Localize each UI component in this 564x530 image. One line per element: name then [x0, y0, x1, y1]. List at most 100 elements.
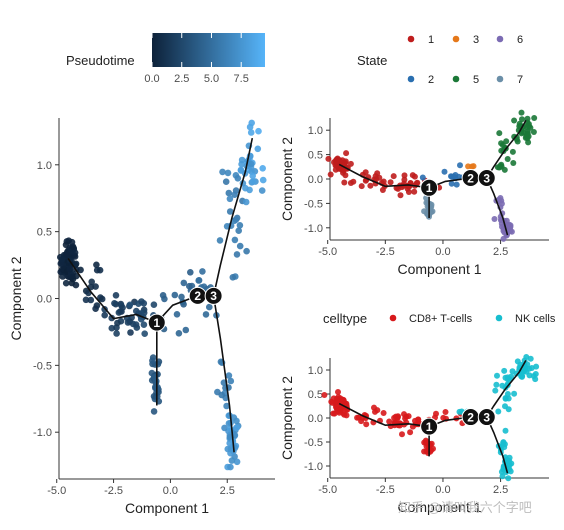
data-point	[341, 411, 348, 418]
data-point	[374, 170, 381, 177]
data-point	[503, 217, 510, 224]
data-point	[516, 120, 523, 127]
data-point	[412, 417, 418, 424]
data-point	[68, 238, 76, 246]
data-point	[249, 172, 256, 180]
data-point	[456, 408, 463, 415]
data-point	[505, 395, 512, 402]
scatter-points	[57, 119, 267, 471]
data-point	[513, 134, 520, 141]
data-point	[233, 458, 241, 466]
data-point	[505, 475, 512, 482]
data-point	[498, 197, 505, 204]
data-point	[498, 140, 505, 147]
data-point	[507, 228, 514, 234]
data-point	[413, 180, 420, 187]
data-point	[502, 144, 508, 151]
branch-node	[204, 286, 223, 305]
data-point	[491, 216, 498, 222]
data-point	[126, 301, 134, 309]
y-tick-label: -0.5	[304, 437, 323, 449]
data-point	[343, 150, 350, 157]
y-axis-title: Component 2	[279, 376, 295, 460]
data-point	[225, 372, 233, 379]
data-point	[358, 183, 365, 190]
data-point	[171, 291, 179, 299]
data-point	[380, 410, 387, 416]
data-point	[501, 367, 508, 374]
data-point	[63, 251, 71, 258]
data-point	[421, 448, 428, 455]
data-point	[206, 303, 213, 311]
data-point	[321, 392, 328, 398]
y-tick-label: -1.0	[33, 427, 52, 439]
x-axis-title: Component 1	[397, 499, 481, 515]
celltype-legend-label: CD8+ T-cells	[409, 313, 473, 325]
x-axis-title: Component 1	[125, 500, 209, 516]
data-point	[374, 407, 381, 414]
state-legend-label: 1	[428, 34, 434, 46]
state-legend-swatch	[407, 75, 415, 83]
state-trajectory-plot: -5.0 -2.5 0.0 2.5 -1.0 -0.5 0.0 0.5 1.0 Component…	[279, 109, 549, 277]
data-point	[88, 278, 95, 286]
data-point	[495, 408, 502, 415]
data-point	[173, 311, 181, 318]
data-point	[329, 399, 336, 406]
data-point	[532, 371, 539, 377]
data-point	[247, 129, 255, 136]
y-tick-label: -0.5	[304, 198, 323, 210]
data-point	[457, 162, 463, 169]
data-point	[380, 178, 387, 185]
data-point	[223, 402, 230, 410]
state-legend-label: 7	[517, 74, 523, 86]
data-point	[224, 169, 232, 177]
data-point	[409, 172, 416, 179]
colorbar-tick-label: 0.0	[144, 73, 159, 85]
data-point	[387, 179, 394, 186]
y-tick-label: 0.0	[308, 413, 323, 425]
data-point	[509, 148, 516, 155]
data-point	[518, 109, 525, 116]
data-point	[150, 373, 158, 381]
data-point	[395, 413, 401, 420]
data-point	[386, 418, 393, 425]
data-point	[430, 445, 436, 452]
y-tick-label: 0.0	[37, 294, 52, 306]
data-point	[69, 273, 76, 281]
data-point	[87, 296, 95, 304]
branch-node-label: 3	[483, 171, 490, 185]
branch-node-label: 2	[467, 410, 474, 424]
data-point	[336, 409, 343, 416]
state-legend-label: 3	[473, 34, 479, 46]
state-legend: State 1 3 6 2 5 7	[357, 34, 523, 86]
data-point	[226, 433, 234, 441]
colorbar-tick-label: 5.0	[204, 73, 219, 85]
data-point	[499, 473, 506, 480]
data-point	[509, 368, 516, 375]
data-point	[92, 305, 99, 313]
x-tick-label: 2.5	[220, 485, 235, 497]
data-point	[72, 260, 80, 268]
data-point	[224, 445, 232, 453]
x-tick-label: 0.0	[163, 485, 178, 497]
x-tick-label: 2.5	[493, 246, 508, 258]
data-point	[216, 237, 224, 244]
branch-node	[477, 169, 496, 188]
data-point	[350, 178, 357, 185]
branch-node	[477, 408, 496, 427]
data-point	[531, 115, 538, 121]
branch-node	[147, 313, 166, 332]
y-tick-label: -1.0	[304, 461, 323, 473]
data-point	[373, 176, 380, 182]
state-legend-swatch	[452, 75, 460, 83]
data-point	[58, 256, 66, 263]
data-point	[532, 376, 539, 383]
trajectory-branch	[212, 295, 235, 453]
data-point	[71, 249, 79, 256]
data-point	[335, 164, 342, 171]
state-legend-swatch	[407, 35, 415, 43]
branch-node	[420, 417, 439, 436]
pseudotime-legend: Pseudotime 0.0 2.5 5.0 7.5	[66, 33, 265, 85]
data-point	[236, 222, 244, 229]
